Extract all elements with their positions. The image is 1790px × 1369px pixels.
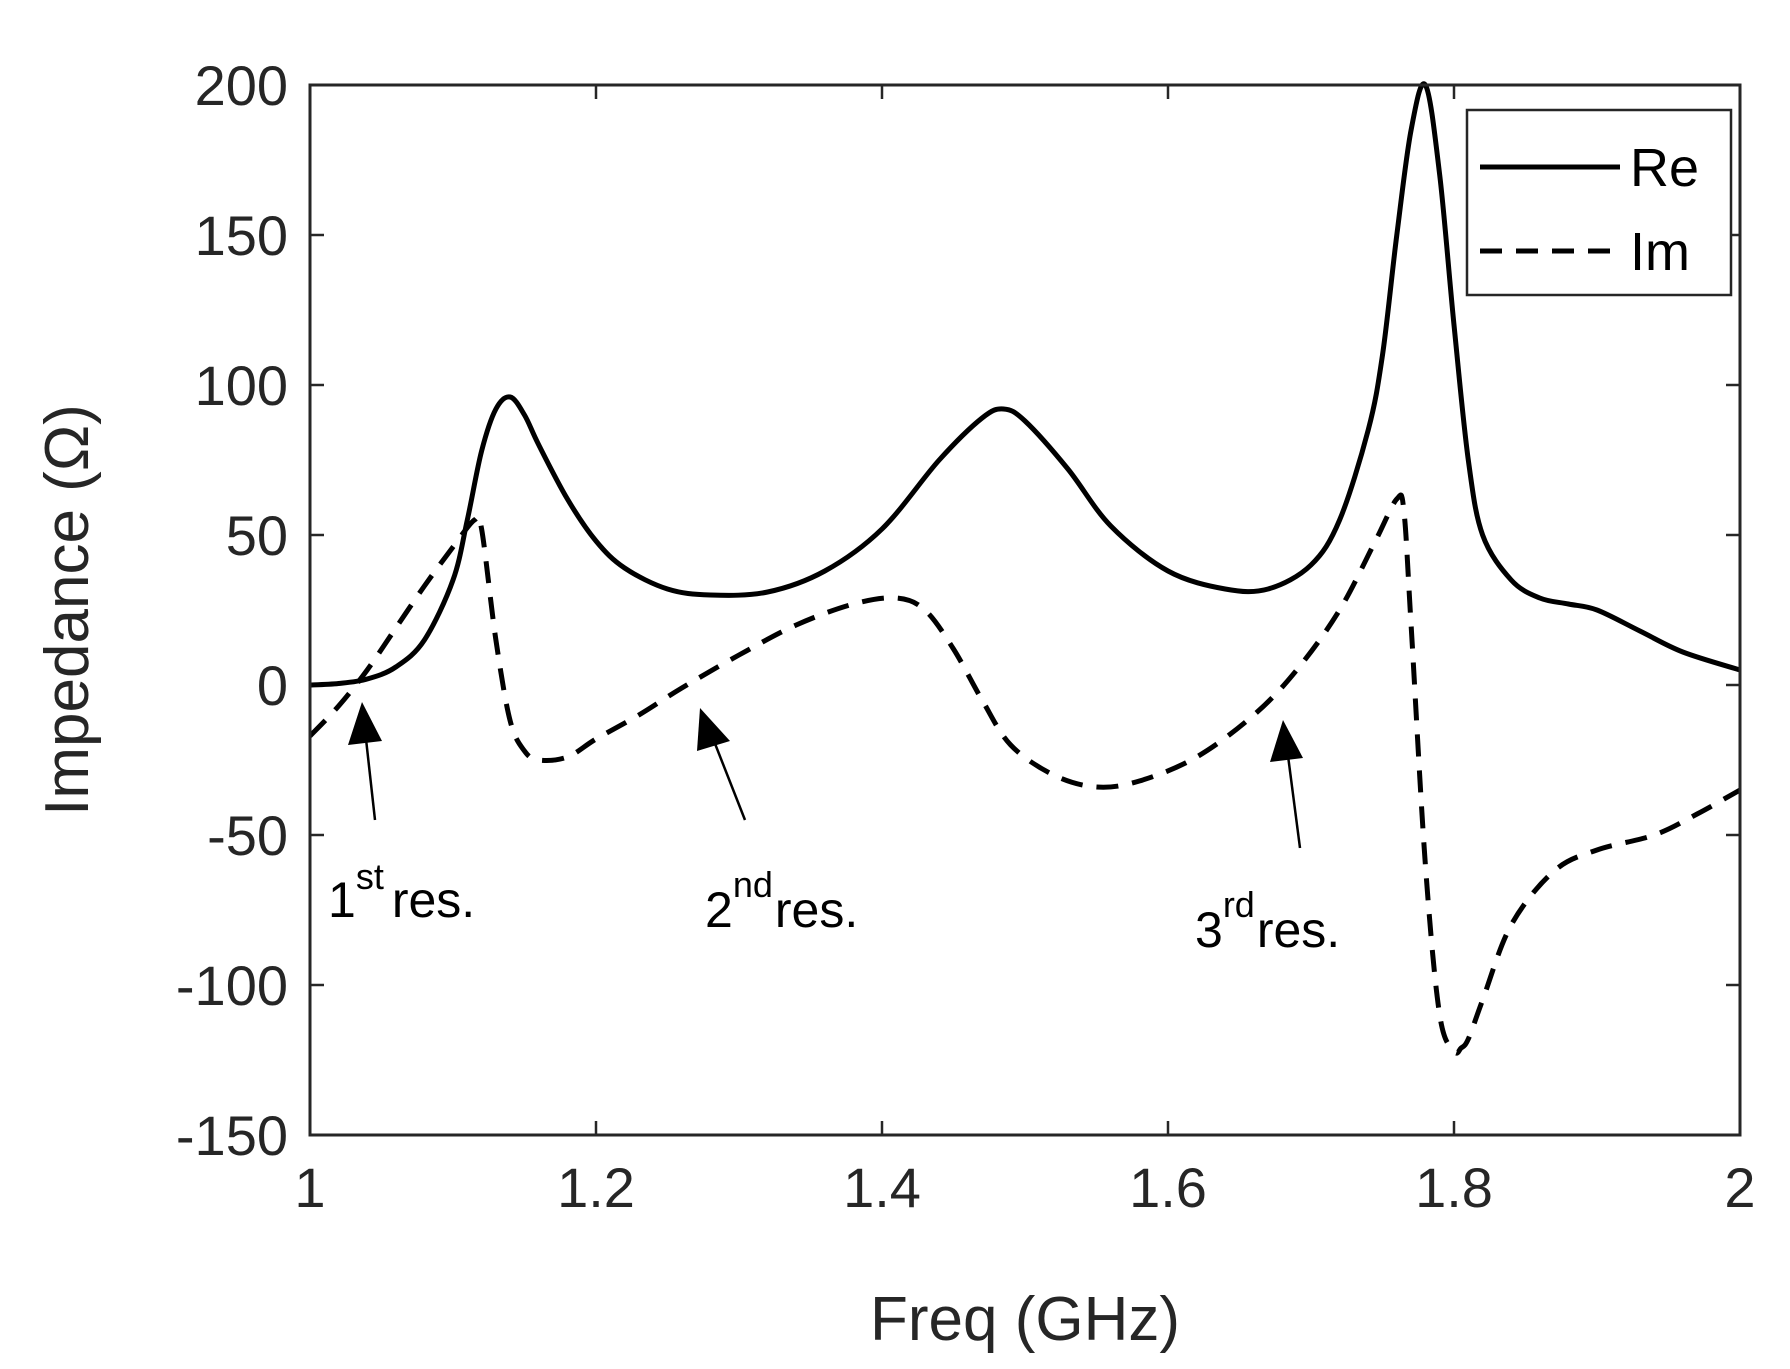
annotation-tail: res. xyxy=(392,872,475,928)
annotation-number: 2 xyxy=(705,882,733,938)
annotation-number: 3 xyxy=(1195,902,1223,958)
annotation-arrowhead xyxy=(697,708,730,751)
annotation-arrow xyxy=(363,729,377,821)
y-tick-label: 150 xyxy=(195,204,288,267)
annotation-number: 1 xyxy=(328,872,356,928)
y-tick-label: 200 xyxy=(195,54,288,117)
y-tick-label: 50 xyxy=(226,504,288,567)
plot-frame xyxy=(308,83,1742,1137)
legend: Re Im xyxy=(1465,108,1733,297)
annotation-arrow xyxy=(1285,747,1302,849)
annotation-arrowhead xyxy=(348,702,382,745)
x-tick-label: 1.8 xyxy=(1415,1156,1493,1219)
annotation-3rd-res: 3rdres. xyxy=(1195,720,1340,958)
annotation-superscript: rd xyxy=(1223,884,1255,925)
x-axis-title: Freq (GHz) xyxy=(870,1285,1180,1354)
annotation-label: 2ndres. xyxy=(705,864,858,938)
annotation-label: 1st res. xyxy=(328,856,475,928)
annotations-layer: 1st res. 2ndres. 3rdres. xyxy=(328,702,1340,958)
tick-labels-layer: 1 1.2 1.4 1.6 1.8 2 -150 -100 -50 0 50 100 150 200 xyxy=(176,54,1756,1219)
y-tick-label: -100 xyxy=(176,954,288,1017)
x-tick-label: 1.6 xyxy=(1129,1156,1207,1219)
annotation-1st-res: 1st res. xyxy=(328,702,475,928)
series-layer xyxy=(310,81,1740,1056)
annotation-tail: res. xyxy=(775,882,858,938)
y-tick-label: -50 xyxy=(207,804,288,867)
x-tick-label: 1.4 xyxy=(843,1156,921,1219)
annotation-2nd-res: 2ndres. xyxy=(697,708,858,938)
legend-label-re: Re xyxy=(1630,138,1699,198)
x-tick-label: 2 xyxy=(1724,1156,1755,1219)
series-line-re xyxy=(310,81,1740,688)
legend-label-im: Im xyxy=(1630,222,1690,282)
annotation-superscript: nd xyxy=(733,864,773,905)
x-tick-label: 1 xyxy=(294,1156,325,1219)
legend-box xyxy=(1465,108,1733,297)
x-tick-label: 1.2 xyxy=(557,1156,635,1219)
y-tick-label: 100 xyxy=(195,354,288,417)
y-tick-label: -150 xyxy=(176,1104,288,1167)
annotation-label: 3rdres. xyxy=(1195,884,1340,958)
series-line-im xyxy=(310,492,1740,1056)
annotation-tail: res. xyxy=(1257,902,1340,958)
annotation-arrowhead xyxy=(1270,720,1303,762)
y-tick-label: 0 xyxy=(257,654,288,717)
annotation-superscript: st xyxy=(356,856,384,897)
annotation-arrow xyxy=(710,735,747,821)
y-axis-title: Impedance (Ω) xyxy=(33,404,102,816)
